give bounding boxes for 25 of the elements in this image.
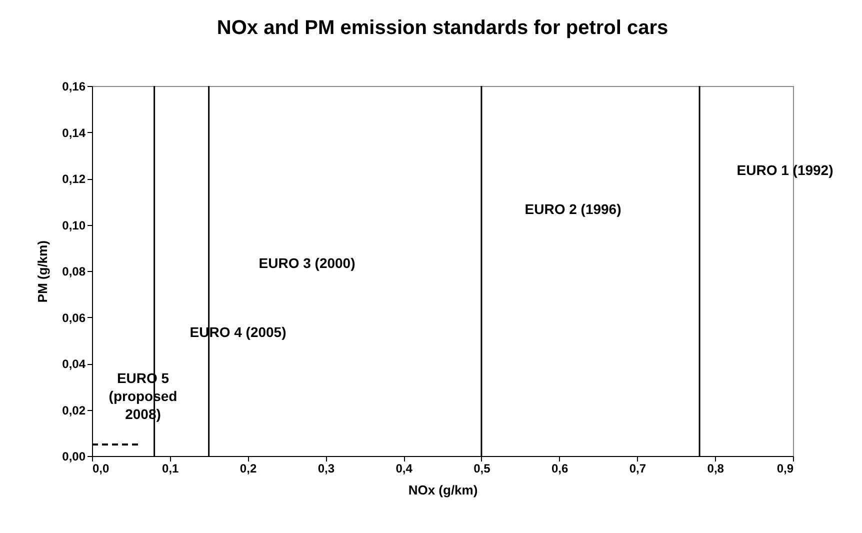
x-tick-label: 0,6 xyxy=(551,462,568,476)
y-tick-label: 0,08 xyxy=(62,264,86,278)
chart-title: NOx and PM emission standards for petrol cars xyxy=(216,17,668,39)
x-tick-label: 0,5 xyxy=(474,462,491,476)
annotation: EURO 3 (2000) xyxy=(258,255,356,271)
y-tick-label: 0,10 xyxy=(62,218,86,232)
x-tick-label: 0,3 xyxy=(318,462,335,476)
y-tick-label: 0,06 xyxy=(62,310,86,325)
x-tick-label: 0,0 xyxy=(92,462,110,476)
x-tick-label: 0,1 xyxy=(162,462,180,476)
annotation: EURO 1 (1992) xyxy=(736,162,834,178)
y-tick-label: 0,00 xyxy=(62,450,86,464)
y-axis-title: PM (g/km) xyxy=(35,240,50,303)
y-tick-label: 0,14 xyxy=(62,126,86,140)
x-tick-label: 0,8 xyxy=(707,462,724,476)
y-tick-label: 0,02 xyxy=(62,403,86,418)
x-axis-title: NOx (g/km) xyxy=(408,482,478,498)
x-tick-label: 0,7 xyxy=(629,462,646,476)
y-tick-label: 0,04 xyxy=(62,357,86,371)
x-tick-label: 0,2 xyxy=(240,462,257,476)
x-tick-label: 0,9 xyxy=(776,462,794,476)
y-tick-label: 0,12 xyxy=(62,172,86,186)
x-tick-label: 0,4 xyxy=(396,462,413,476)
y-tick-label: 0,16 xyxy=(62,80,86,94)
annotation: EURO 2 (1996) xyxy=(524,201,622,217)
